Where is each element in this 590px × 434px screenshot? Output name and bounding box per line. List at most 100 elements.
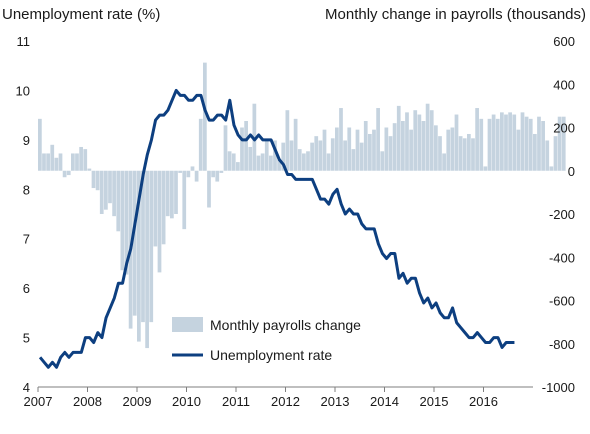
payroll-bar: [549, 166, 554, 171]
payroll-bar: [541, 121, 545, 171]
payroll-bar: [392, 123, 397, 171]
payroll-bar: [281, 142, 286, 171]
payroll-bar: [91, 170, 96, 189]
payroll-bar: [520, 112, 525, 171]
payroll-bar: [269, 155, 273, 171]
payroll-bar: [178, 170, 182, 173]
payroll-bar: [215, 170, 220, 182]
payroll-bar: [483, 166, 488, 171]
y-right-tick-label: 400: [553, 77, 575, 92]
x-tick-label: 2007: [24, 394, 53, 409]
payroll-bar: [79, 146, 83, 171]
payroll-bar: [434, 125, 438, 171]
payroll-bar: [306, 151, 310, 171]
legend-bars-label: Monthly payrolls change: [210, 317, 361, 333]
payroll-bar: [120, 170, 125, 271]
y-right-tick-label: 200: [553, 121, 575, 136]
payroll-bar: [528, 118, 533, 171]
payroll-bar: [132, 170, 137, 316]
x-tick-label: 2008: [73, 394, 102, 409]
payroll-bar: [297, 149, 302, 171]
payroll-bar: [524, 116, 529, 171]
chart-axes: 2007 2008 2009 2010 2011 2012 2013 2014 2015 2016…: [16, 34, 575, 409]
y-right-tick-label: -600: [549, 294, 575, 309]
payroll-bar: [50, 144, 55, 171]
payroll-bar: [58, 153, 63, 171]
payroll-bar: [203, 62, 207, 171]
payroll-bar: [491, 114, 496, 171]
payroll-bar: [380, 151, 385, 171]
x-tick-label: 2009: [123, 394, 152, 409]
payroll-bar: [260, 153, 265, 171]
payroll-bar: [318, 140, 323, 171]
payroll-bar: [170, 170, 174, 219]
payroll-bar: [310, 142, 314, 171]
payroll-bar: [95, 170, 100, 191]
payroll-bar: [405, 112, 409, 171]
y-left-tick-label: 4: [23, 380, 30, 395]
payroll-bar: [557, 116, 562, 171]
payroll-bar: [479, 118, 484, 171]
payroll-bar: [256, 155, 261, 171]
payroll-bar: [71, 153, 75, 171]
payroll-bar: [174, 170, 178, 214]
payroll-bar: [182, 170, 187, 230]
y-right-tick-label: 600: [553, 34, 575, 49]
payroll-bar: [161, 170, 166, 245]
legend-line-label: Unemployment rate: [210, 347, 332, 363]
payroll-bar: [458, 136, 463, 171]
payroll-bar: [42, 153, 46, 171]
payroll-bar: [87, 168, 92, 171]
payroll-bar: [145, 170, 149, 349]
payroll-bar: [421, 121, 426, 171]
payroll-bar: [537, 116, 541, 171]
payroll-bar: [137, 170, 141, 342]
payroll-bar: [194, 170, 199, 182]
payroll-bar: [368, 133, 372, 171]
payroll-bar: [335, 127, 339, 171]
payroll-bar: [198, 118, 203, 171]
payroll-bar: [46, 153, 50, 171]
payroll-bar: [454, 114, 459, 171]
payroll-bar: [446, 129, 451, 171]
legend-bar-swatch: [172, 317, 203, 332]
payroll-bar: [75, 153, 79, 171]
chart-legend: Monthly payrolls change Unemployment rate: [172, 317, 361, 363]
payroll-bar: [347, 127, 352, 171]
payroll-bar: [273, 140, 277, 171]
y-right-tick-label: -800: [549, 337, 575, 352]
payroll-bar: [83, 149, 88, 171]
payroll-bar: [108, 170, 112, 204]
payroll-bar: [450, 127, 455, 171]
payroll-bar: [236, 162, 240, 171]
payroll-bar: [207, 170, 211, 208]
payroll-bar: [442, 153, 446, 171]
payroll-bar: [322, 129, 327, 171]
payroll-bar: [165, 170, 170, 217]
payroll-bar: [359, 142, 364, 171]
payroll-bar: [500, 112, 504, 171]
y-right-tick-label: -1000: [542, 380, 575, 395]
payroll-bar: [186, 170, 191, 178]
y-left-tick-label: 7: [23, 232, 30, 247]
y-left-tick-label: 8: [23, 182, 30, 197]
payroll-bar: [124, 170, 129, 275]
payroll-bar: [376, 108, 380, 171]
payroll-bar: [141, 170, 145, 323]
payroll-bar: [363, 121, 368, 171]
y-right-tick-label: 0: [568, 164, 575, 179]
payroll-bar: [248, 146, 253, 171]
payroll-bar: [277, 159, 281, 171]
payroll-bar: [384, 127, 389, 171]
payroll-bar: [153, 170, 158, 247]
payroll-bar: [471, 138, 475, 171]
payroll-bar: [372, 129, 376, 171]
payroll-bar: [553, 136, 558, 171]
payroll-bar: [66, 170, 71, 176]
payroll-bar: [545, 140, 550, 171]
payroll-bar: [409, 129, 413, 171]
payroll-bar: [104, 170, 108, 210]
payroll-bar: [326, 153, 331, 171]
x-tick-label: 2011: [222, 394, 250, 409]
